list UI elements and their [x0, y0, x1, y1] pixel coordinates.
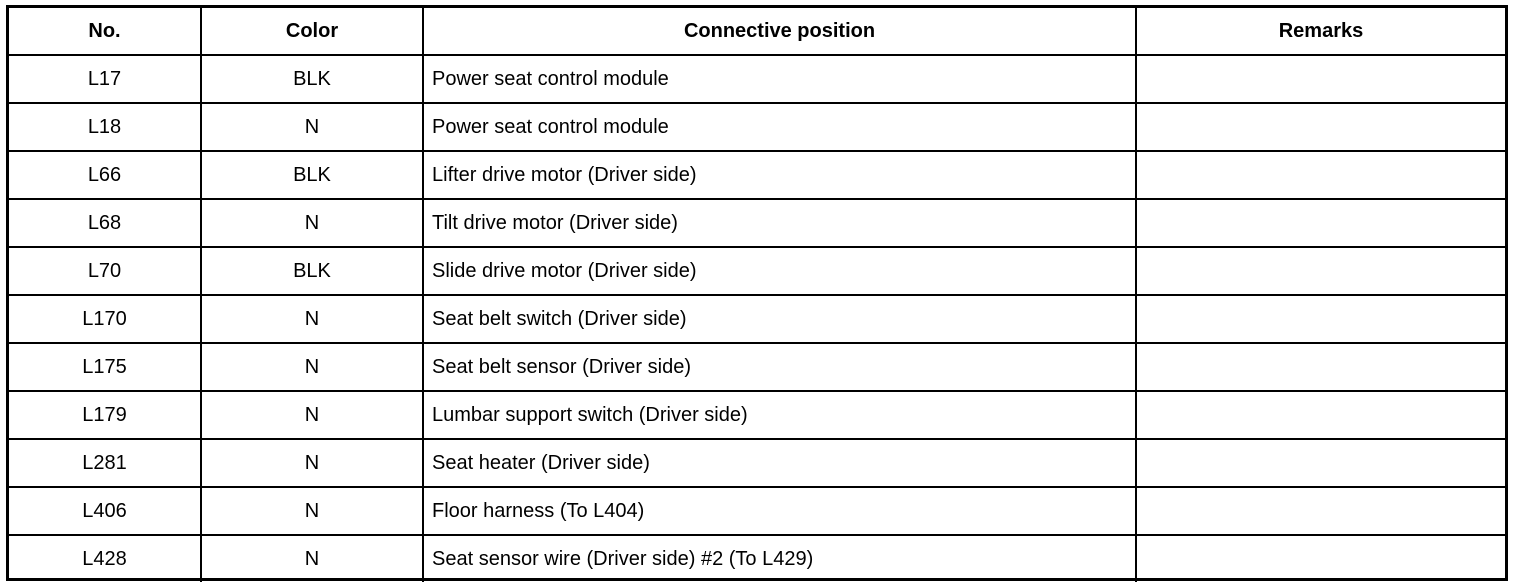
cell-remarks [1135, 534, 1505, 582]
header-remarks: Remarks [1135, 8, 1505, 55]
cell-connective-position: Power seat control module [422, 102, 1136, 151]
cell-no: L281 [9, 438, 201, 487]
cell-color: N [200, 390, 423, 439]
cell-color: N [200, 294, 423, 343]
cell-remarks [1135, 246, 1505, 295]
cell-no: L175 [9, 342, 201, 391]
cell-color: N [200, 198, 423, 247]
connector-table-frame: No. Color Connective position Remarks L1… [6, 5, 1508, 582]
table-row: L175 N Seat belt sensor (Driver side) [9, 342, 1505, 391]
cell-color: BLK [200, 150, 423, 199]
cell-connective-position: Slide drive motor (Driver side) [422, 246, 1136, 295]
header-row: No. Color Connective position Remarks [9, 8, 1505, 55]
cell-connective-position: Lumbar support switch (Driver side) [422, 390, 1136, 439]
table-row: L406 N Floor harness (To L404) [9, 486, 1505, 535]
cell-connective-position: Power seat control module [422, 54, 1136, 103]
cell-connective-position: Floor harness (To L404) [422, 486, 1136, 535]
cell-color: N [200, 438, 423, 487]
cell-color: BLK [200, 246, 423, 295]
header-no: No. [88, 19, 121, 42]
cell-color: N [200, 534, 423, 582]
cell-no: L66 [9, 150, 201, 199]
cell-no: L70 [9, 246, 201, 295]
connector-table: No. Color Connective position Remarks L1… [9, 8, 1505, 582]
cell-remarks [1135, 54, 1505, 103]
cell-connective-position: Lifter drive motor (Driver side) [422, 150, 1136, 199]
table-row: L17 BLK Power seat control module [9, 54, 1505, 103]
cell-remarks [1135, 198, 1505, 247]
table-row: L179 N Lumbar support switch (Driver side) [9, 390, 1505, 439]
table-row: L66 BLK Lifter drive motor (Driver side) [9, 150, 1505, 199]
cell-connective-position: Seat belt sensor (Driver side) [422, 342, 1136, 391]
cell-remarks [1135, 294, 1505, 343]
cell-color: N [200, 486, 423, 535]
cell-no: L406 [9, 486, 201, 535]
header-connective-position: Connective position [422, 8, 1136, 55]
table-row: L68 N Tilt drive motor (Driver side) [9, 198, 1505, 247]
cell-no: L428 [9, 534, 201, 582]
cell-no: L17 [9, 54, 201, 103]
header-color: Color [200, 8, 423, 55]
cell-remarks [1135, 102, 1505, 151]
cell-connective-position: Seat belt switch (Driver side) [422, 294, 1136, 343]
cell-no: L170 [9, 294, 201, 343]
cell-color: N [200, 102, 423, 151]
cell-remarks [1135, 486, 1505, 535]
table-row: L170 N Seat belt switch (Driver side) [9, 294, 1505, 343]
cell-connective-position: Tilt drive motor (Driver side) [422, 198, 1136, 247]
cell-color: BLK [200, 54, 423, 103]
table-row: L281 N Seat heater (Driver side) [9, 438, 1505, 487]
cell-no: L179 [9, 390, 201, 439]
cell-connective-position: Seat heater (Driver side) [422, 438, 1136, 487]
cell-connective-position: Seat sensor wire (Driver side) #2 (To L4… [422, 534, 1136, 582]
cell-remarks [1135, 342, 1505, 391]
table-row: L70 BLK Slide drive motor (Driver side) [9, 246, 1505, 295]
cell-remarks [1135, 438, 1505, 487]
cell-no: L68 [9, 198, 201, 247]
cell-remarks [1135, 390, 1505, 439]
cell-remarks [1135, 150, 1505, 199]
table-row: L18 N Power seat control module [9, 102, 1505, 151]
cell-color: N [200, 342, 423, 391]
table-row: L428 N Seat sensor wire (Driver side) #2 (… [9, 534, 1505, 582]
cell-no: L18 [9, 102, 201, 151]
